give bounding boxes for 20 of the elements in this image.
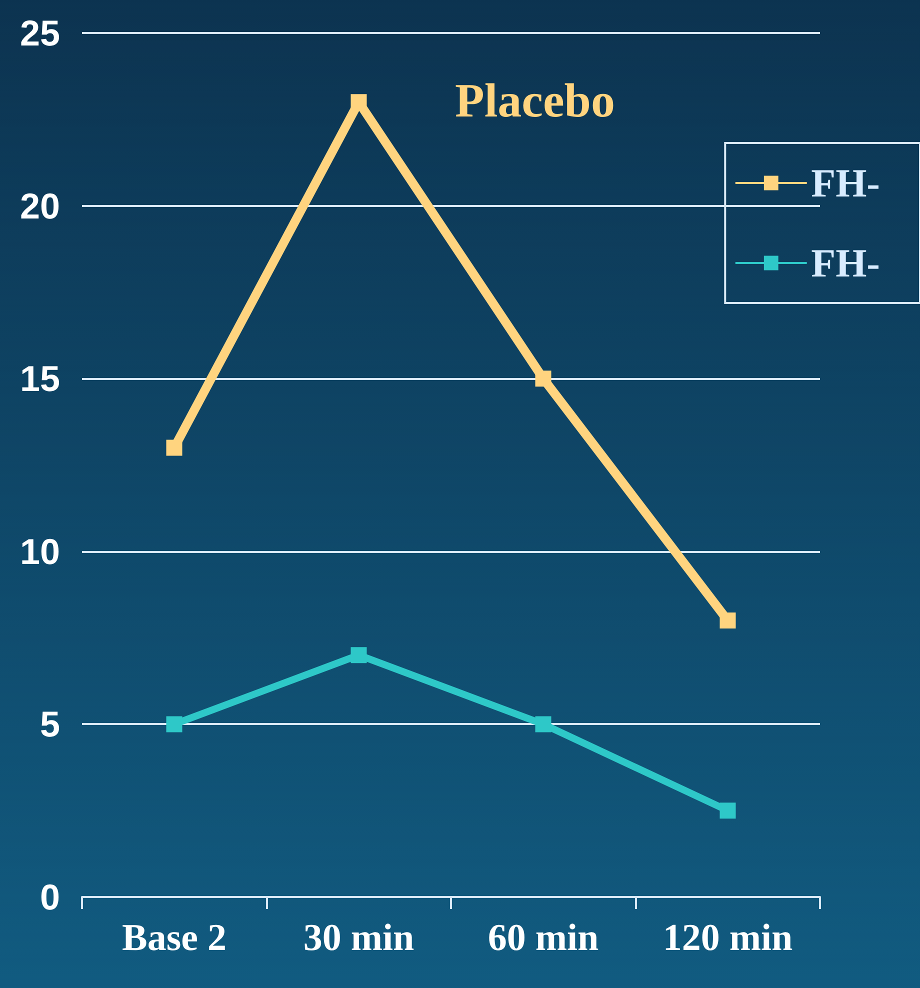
legend-label: FH- bbox=[811, 160, 880, 206]
legend-label: FH- bbox=[811, 240, 880, 286]
x-tick-label: Base 2 bbox=[122, 917, 226, 959]
point bbox=[535, 370, 552, 387]
point bbox=[166, 440, 182, 456]
x-tick-label: 30 min bbox=[303, 917, 414, 959]
point bbox=[350, 647, 367, 664]
point bbox=[535, 716, 552, 732]
y-tick-label: 0 bbox=[40, 876, 60, 918]
y-tick-label: 20 bbox=[20, 185, 60, 226]
point bbox=[720, 612, 736, 629]
y-tick-label: 25 bbox=[20, 12, 60, 54]
text: Placebo bbox=[455, 74, 615, 128]
point bbox=[720, 802, 736, 819]
point bbox=[166, 716, 182, 732]
x-tick-label: 60 min bbox=[488, 917, 599, 959]
y-tick-label: 5 bbox=[40, 704, 60, 745]
y-tick-label: 15 bbox=[20, 358, 60, 400]
y-tick-label: 10 bbox=[20, 530, 60, 572]
x-tick-label: 120 min bbox=[662, 917, 793, 959]
